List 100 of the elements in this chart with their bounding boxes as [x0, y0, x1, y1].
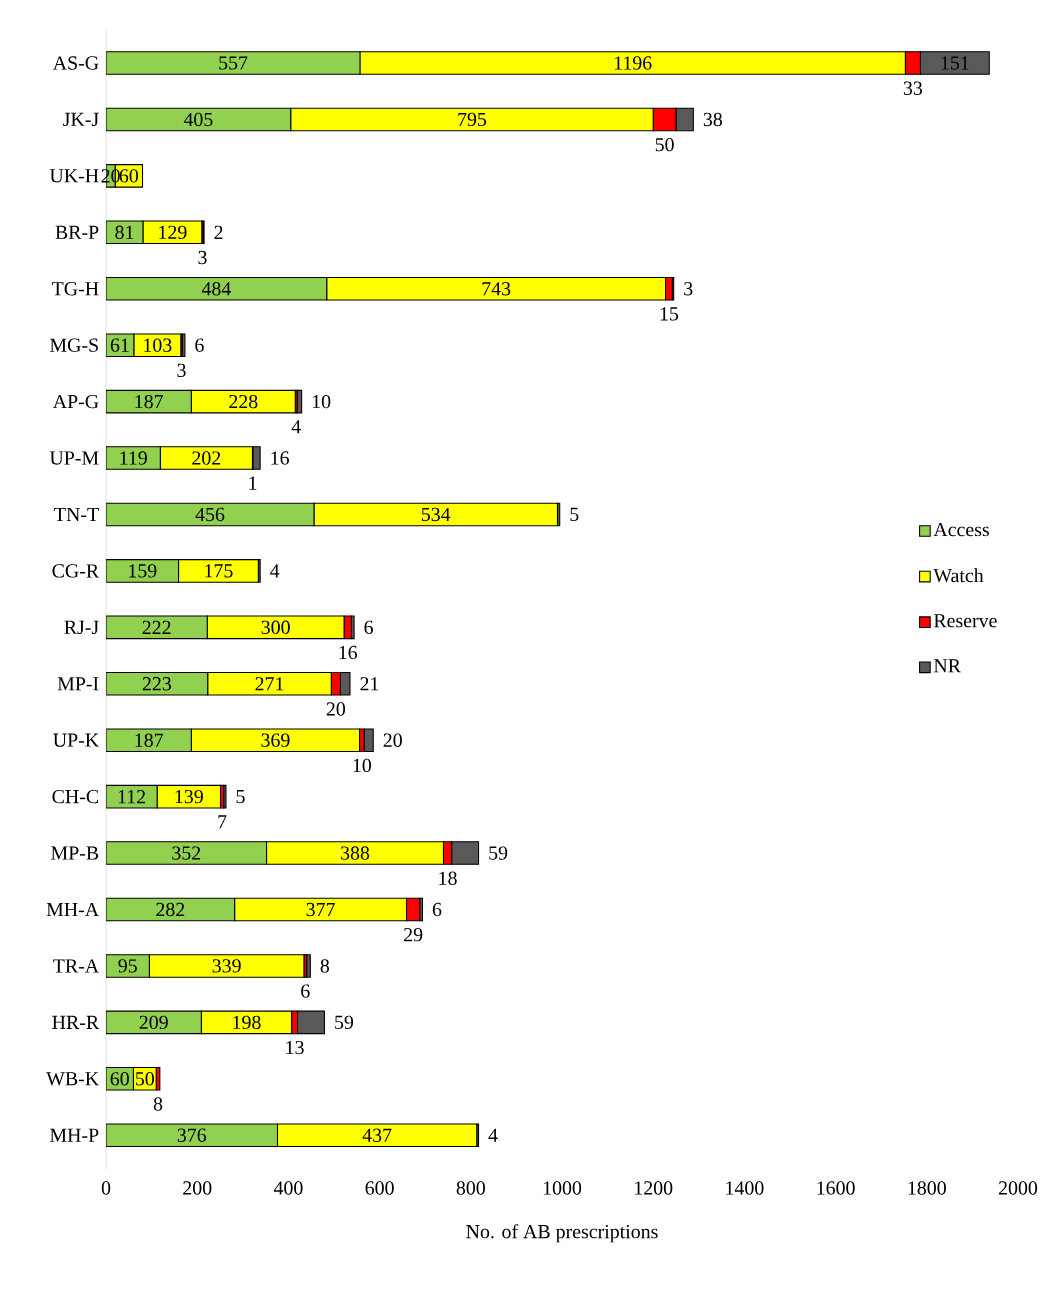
data-label: 10: [353, 758, 372, 773]
data-label: 223: [142, 677, 172, 691]
data-label: 300: [261, 620, 290, 635]
data-label: 6: [432, 902, 442, 917]
y-tick-label: UP-K: [53, 733, 100, 747]
data-label: 484: [201, 282, 232, 296]
y-tick-label: UP-M: [49, 451, 99, 465]
data-label: 5: [570, 507, 579, 522]
data-label: 4: [488, 1128, 498, 1142]
x-tick-label: 0: [101, 1181, 111, 1195]
data-label: 175: [205, 564, 233, 578]
data-label: 8: [153, 1097, 163, 1111]
legend-label: Access: [933, 522, 990, 537]
data-label: 6: [364, 620, 374, 634]
data-label: 112: [118, 790, 146, 804]
data-label: 4: [291, 420, 301, 434]
x-tick-label: 1600: [817, 1181, 855, 1195]
data-label: 8: [320, 959, 330, 973]
data-label: 388: [341, 846, 370, 860]
y-tick-label: TR-A: [53, 959, 100, 973]
data-label: 119: [120, 451, 148, 465]
data-label: 352: [172, 846, 201, 860]
x-axis-title: No. of AB prescriptions: [466, 1224, 658, 1243]
y-tick-label: CH-C: [52, 789, 99, 804]
data-label: 437: [362, 1128, 392, 1142]
y-tick-label: MP-B: [51, 846, 99, 860]
data-label: 222: [142, 620, 171, 634]
data-label: 50: [136, 1072, 155, 1086]
data-label: 271: [255, 677, 284, 691]
legend-label: Reserve: [934, 614, 997, 628]
y-tick-label: TN-T: [54, 507, 99, 521]
data-label: 3: [684, 282, 693, 296]
y-tick-label: UK-H: [49, 169, 99, 183]
data-label: 187: [135, 394, 164, 409]
y-tick-label: MH-P: [50, 1128, 99, 1142]
y-tick-label: RJ-J: [64, 620, 99, 634]
data-label: 7: [218, 815, 227, 829]
data-label: 81: [115, 225, 134, 240]
data-label: 5: [236, 790, 245, 804]
x-tick-label: 600: [365, 1181, 394, 1195]
data-label: 228: [229, 394, 258, 409]
data-label: 209: [139, 1015, 168, 1030]
y-tick-label: AS-G: [53, 56, 99, 70]
data-label: 369: [261, 733, 290, 747]
data-label: 103: [144, 338, 172, 352]
data-label: 139: [175, 789, 203, 804]
data-label: 1: [249, 476, 257, 490]
y-tick-label: CG-R: [52, 564, 100, 578]
data-label: 60: [119, 169, 139, 183]
data-label: 2: [214, 225, 223, 239]
data-label: 10: [313, 394, 331, 409]
x-tick-label: 400: [274, 1181, 303, 1195]
data-label: 159: [129, 564, 157, 578]
x-tick-label: 1200: [635, 1181, 673, 1195]
data-label: 4: [270, 564, 280, 578]
data-label: 6: [195, 338, 204, 352]
data-label: 534: [422, 507, 451, 522]
data-label: 282: [156, 902, 185, 917]
x-tick-label: 800: [456, 1181, 486, 1195]
data-label: 198: [233, 1015, 261, 1030]
data-label: 3: [198, 250, 207, 265]
data-label: 21: [360, 677, 379, 691]
data-label: 18: [439, 871, 457, 885]
data-label: 129: [159, 225, 187, 239]
data-label: 743: [482, 282, 511, 296]
data-label: 29: [404, 928, 423, 942]
data-label: 16: [339, 645, 358, 660]
data-label: 16: [271, 451, 290, 465]
data-label: 59: [335, 1015, 354, 1030]
data-label: 557: [219, 56, 248, 70]
data-label: 3: [177, 363, 186, 378]
y-tick-label: MH-A: [46, 902, 100, 917]
data-label: 59: [489, 846, 508, 860]
x-tick-label: 1800: [908, 1181, 947, 1195]
data-label: 13: [286, 1040, 304, 1055]
y-tick-label: TG-H: [52, 282, 99, 296]
data-label: 795: [458, 112, 487, 127]
y-tick-label: MG-S: [50, 338, 98, 352]
legend-label: Watch: [933, 568, 984, 583]
x-tick-label: 1000: [543, 1181, 582, 1195]
data-label: 33: [904, 81, 923, 95]
y-tick-label: JK-J: [63, 112, 99, 127]
data-label: 202: [192, 451, 221, 465]
data-label: 377: [306, 902, 336, 917]
data-label: 339: [212, 959, 241, 973]
x-tick-label: 1400: [726, 1181, 764, 1195]
y-tick-label: WB-K: [46, 1072, 100, 1086]
y-tick-label: MP-I: [57, 677, 99, 691]
data-label: 187: [135, 733, 164, 747]
y-tick-label: BR-P: [55, 225, 99, 239]
data-label: 60: [110, 1072, 130, 1086]
data-label: 151: [941, 56, 969, 70]
data-label: 95: [118, 959, 137, 973]
x-tick-label: 200: [183, 1181, 212, 1195]
data-label: 1196: [615, 56, 652, 70]
legend-label: NR: [934, 659, 962, 673]
data-label: 20: [326, 702, 346, 716]
x-tick-label: 2000: [999, 1181, 1038, 1195]
data-label: 456: [195, 507, 225, 522]
data-label: 50: [655, 137, 674, 152]
